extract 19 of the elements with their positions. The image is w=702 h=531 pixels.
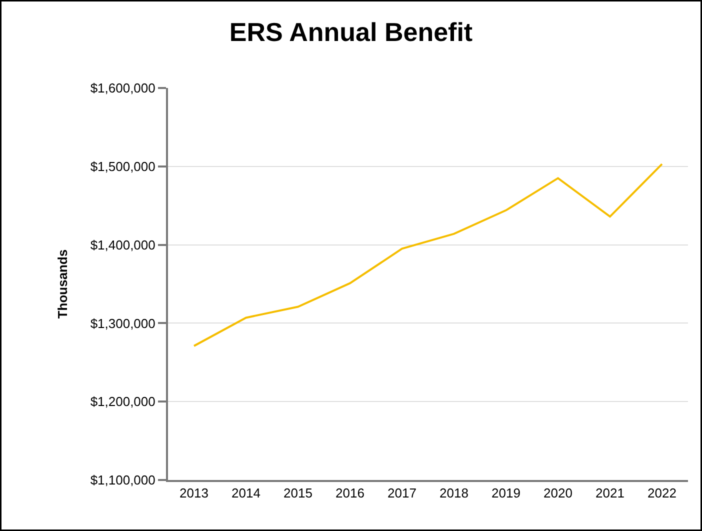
x-tick-label: 2013 [180,486,208,501]
y-tick-label: $1,500,000 [90,158,156,174]
chart-title: ERS Annual Benefit [229,16,473,47]
line-series [193,163,663,347]
x-tick-label: 2015 [284,486,312,501]
x-tick-label: 2016 [336,486,364,501]
x-tick-label: 2018 [440,486,468,501]
y-tick-label: $1,400,000 [90,237,156,252]
x-tick-label: 2019 [492,486,520,501]
x-tick-label: 2022 [648,486,676,501]
x-tick-label: 2017 [388,486,416,501]
y-tick-label: $1,200,000 [90,394,156,410]
x-tick-label: 2021 [596,486,624,501]
y-tick-label: $1,600,000 [90,80,156,96]
y-tick-label: $1,300,000 [90,316,156,331]
x-tick-label: 2014 [232,486,260,501]
y-axis-title: Thousands [54,249,70,319]
x-tick-label: 2020 [544,486,572,501]
y-tick-label: $1,100,000 [90,472,156,488]
